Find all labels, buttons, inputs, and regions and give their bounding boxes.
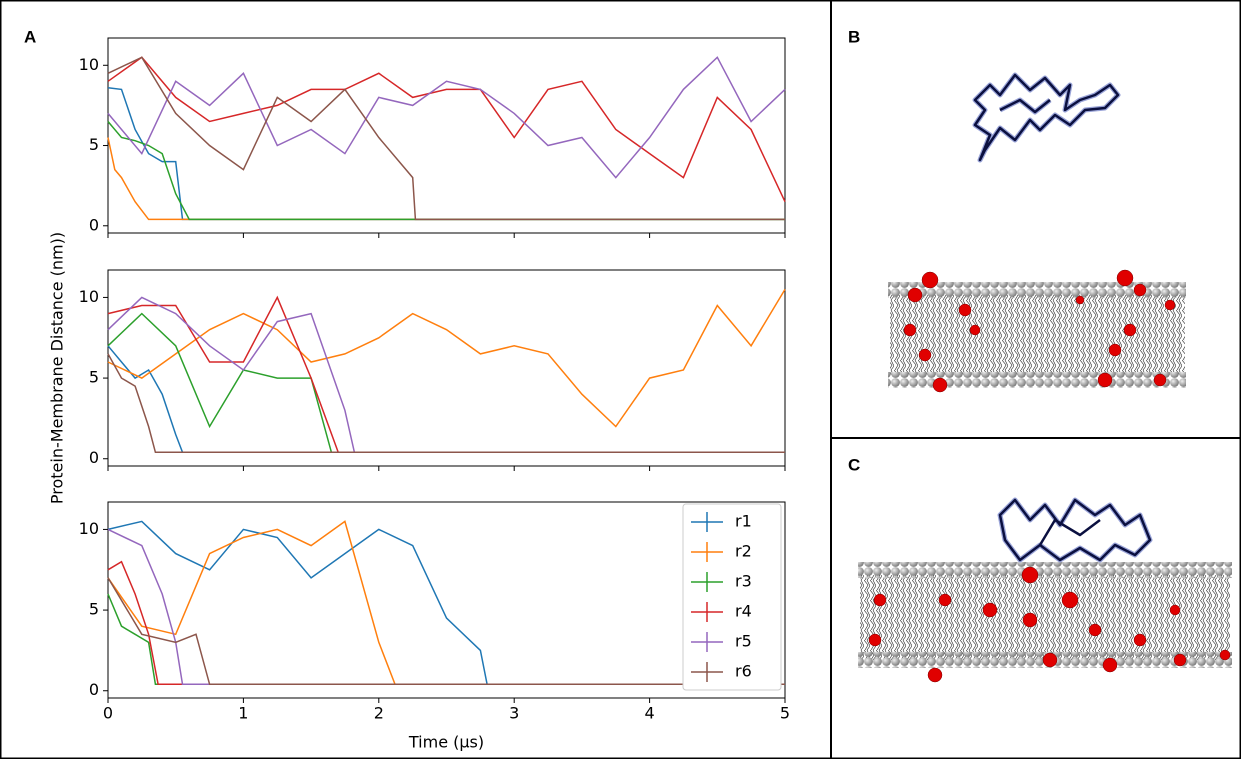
- panel-label: A: [24, 27, 36, 46]
- y-tick-label: 5: [89, 135, 99, 154]
- x-axis-label: Time (µs): [408, 733, 484, 752]
- plot-area: [107, 269, 786, 467]
- y-tick-label: 5: [89, 368, 99, 387]
- x-tick-label: 4: [645, 704, 655, 723]
- line: [107, 345, 785, 454]
- line: [107, 87, 785, 221]
- x-tick-label: 5: [780, 704, 790, 723]
- line: [107, 520, 785, 686]
- membrane-illustration: [858, 497, 1232, 683]
- panel-label: C: [848, 455, 860, 474]
- legend-label: r5: [735, 632, 752, 651]
- legend-label: r3: [735, 572, 752, 591]
- x-tick-label: 0: [103, 704, 113, 723]
- x-tick-label: 2: [374, 704, 384, 723]
- y-tick-label: 0: [89, 215, 99, 234]
- legend-label: r4: [735, 602, 752, 621]
- plot-area: [107, 37, 786, 234]
- x-tick-label: 3: [509, 704, 519, 723]
- x-tick-label: 1: [238, 704, 248, 723]
- line: [107, 295, 785, 454]
- y-tick-label: 0: [89, 680, 99, 699]
- legend-label: r1: [735, 512, 752, 531]
- membrane-illustration: [888, 269, 1186, 393]
- line: [107, 56, 786, 179]
- y-tick-label: 0: [89, 448, 99, 467]
- line: [107, 56, 785, 221]
- y-tick-label: 10: [79, 287, 99, 306]
- y-tick-label: 10: [79, 55, 99, 74]
- y-axis-label: Protein-Membrane Distance (nm)): [48, 232, 67, 504]
- y-tick-label: 10: [79, 519, 99, 538]
- line: [107, 577, 785, 686]
- line: [107, 121, 785, 221]
- legend-label: r2: [735, 542, 752, 561]
- line: [107, 289, 786, 428]
- line: [107, 296, 785, 454]
- line: [107, 520, 785, 686]
- legend: [682, 503, 782, 691]
- line: [107, 353, 785, 454]
- legend-label: r6: [735, 662, 752, 681]
- line: [107, 312, 785, 454]
- plot-area: [107, 501, 786, 699]
- panel-label: B: [848, 27, 860, 46]
- protein-illustration: [972, 72, 1121, 163]
- y-tick-label: 5: [89, 600, 99, 619]
- line: [107, 56, 786, 203]
